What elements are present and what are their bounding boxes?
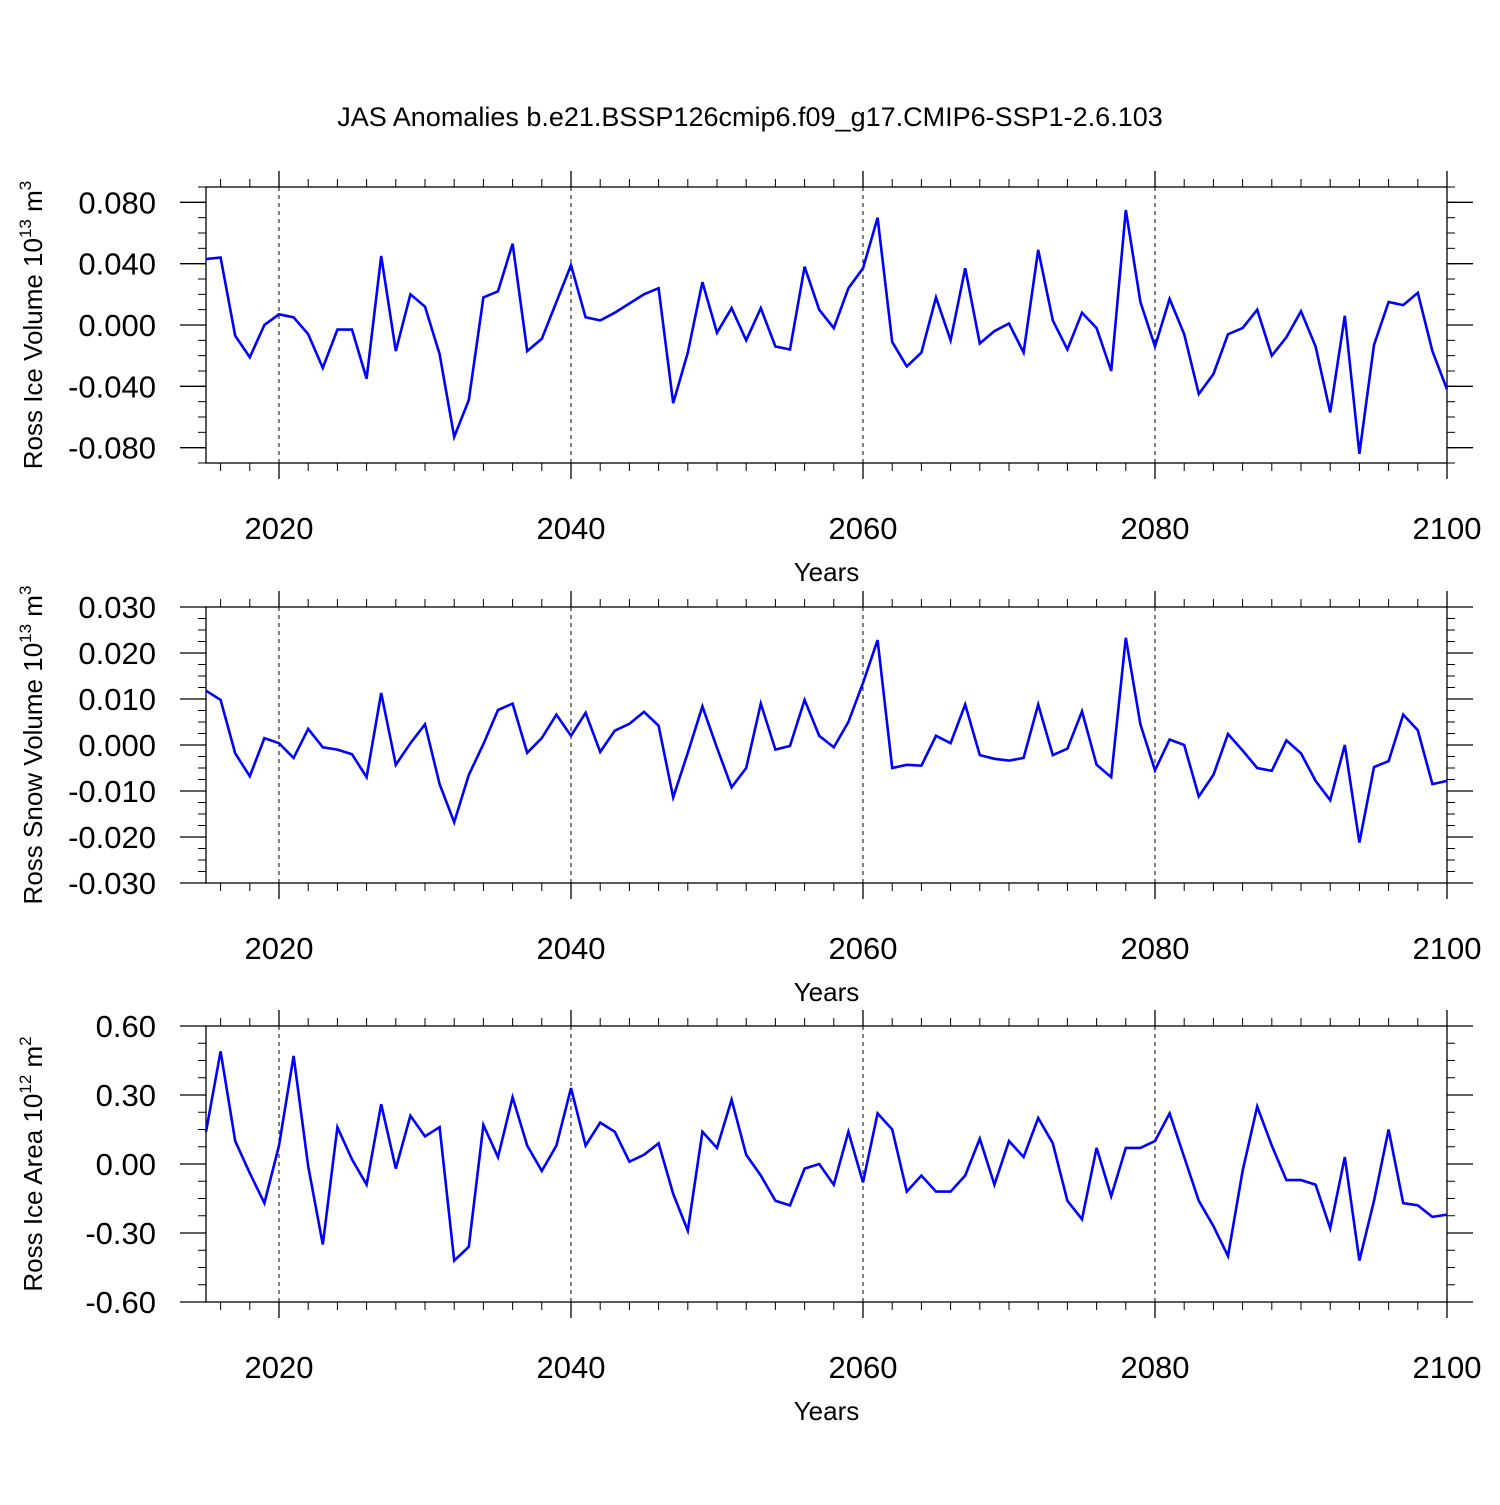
x-tick-label: 2040 bbox=[537, 931, 606, 966]
y-tick-label: 0.030 bbox=[78, 590, 156, 625]
plot-frame bbox=[205, 1025, 1448, 1303]
x-tick-label: 2040 bbox=[537, 1350, 606, 1385]
x-tick-label: 2020 bbox=[245, 931, 314, 966]
y-axis-label: Ross Ice Area 1012 m2 bbox=[16, 1036, 48, 1291]
series-line bbox=[204, 1051, 1448, 1264]
y-tick-label: 0.010 bbox=[78, 682, 156, 717]
x-axis-label: Years bbox=[794, 1396, 860, 1426]
x-tick-label: 2100 bbox=[1413, 511, 1482, 546]
y-tick-label: 0.020 bbox=[78, 636, 156, 671]
x-tick-label: 2100 bbox=[1413, 931, 1482, 966]
chart-title: JAS Anomalies b.e21.BSSP126cmip6.f09_g17… bbox=[337, 102, 1163, 132]
x-tick-label: 2020 bbox=[245, 1350, 314, 1385]
y-tick-label: 0.000 bbox=[78, 728, 156, 763]
y-tick-label: -0.30 bbox=[85, 1216, 156, 1251]
y-tick-label: 0.080 bbox=[78, 185, 156, 220]
y-axis-label: Ross Snow Volume 1013 m3 bbox=[16, 586, 48, 905]
y-tick-label: 0.000 bbox=[78, 308, 156, 343]
chart-panel-1: 2020 2040 2060 2080 2100 -0.080 -0.040 0.000 0.0… bbox=[16, 171, 1481, 587]
chart-panel-2: 2020 2040 2060 2080 2100 -0.030 -0.020 -0.010 0.… bbox=[16, 586, 1481, 1007]
y-tick-label: 0.30 bbox=[96, 1078, 156, 1113]
x-tick-label: 2060 bbox=[829, 511, 898, 546]
x-tick-label: 2080 bbox=[1121, 931, 1190, 966]
y-tick-label: 0.00 bbox=[96, 1147, 156, 1182]
x-tick-label: 2100 bbox=[1413, 1350, 1482, 1385]
x-tick-label: 2080 bbox=[1121, 511, 1190, 546]
y-tick-label: -0.60 bbox=[85, 1285, 156, 1320]
x-tick-label: 2020 bbox=[245, 511, 314, 546]
chart-panel-3: 2020 2040 2060 2080 2100 -0.60 -0.30 0.00 0.30 0.… bbox=[16, 1009, 1481, 1426]
y-tick-label: -0.010 bbox=[68, 774, 156, 809]
y-tick-label: -0.030 bbox=[68, 866, 156, 901]
y-tick-label: 0.60 bbox=[96, 1009, 156, 1044]
x-tick-label: 2080 bbox=[1121, 1350, 1190, 1385]
x-tick-label: 2040 bbox=[537, 511, 606, 546]
x-tick-label: 2060 bbox=[829, 931, 898, 966]
y-tick-label: -0.040 bbox=[68, 369, 156, 404]
y-tick-label: -0.020 bbox=[68, 820, 156, 855]
series-line bbox=[205, 637, 1448, 843]
y-tick-label: 0.040 bbox=[78, 247, 156, 282]
x-tick-label: 2060 bbox=[829, 1350, 898, 1385]
y-tick-label: -0.080 bbox=[68, 431, 156, 466]
series-line bbox=[205, 209, 1449, 454]
x-axis-label: Years bbox=[794, 557, 860, 587]
x-axis-label: Years bbox=[794, 977, 860, 1007]
y-axis-label: Ross Ice Volume 1013 m3 bbox=[16, 181, 48, 470]
